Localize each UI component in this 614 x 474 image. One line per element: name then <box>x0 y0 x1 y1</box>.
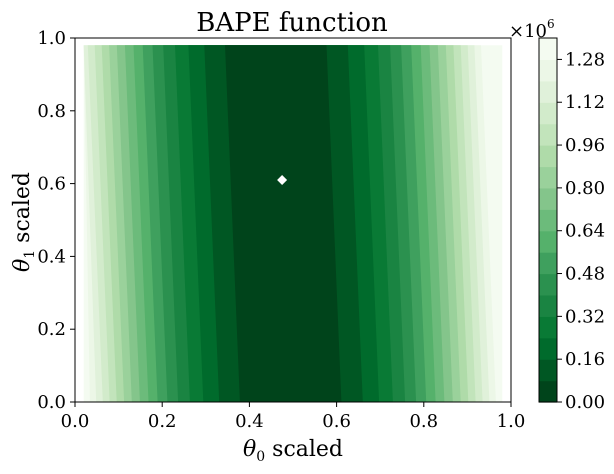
y-axis-label: θ1 scaled <box>10 172 38 272</box>
colorbar-segment <box>539 252 557 275</box>
colorbar-segment <box>539 359 557 382</box>
colorbar-tick-label: 1.12 <box>565 92 605 113</box>
y-axis: 0.0 0.2 0.4 0.6 0.8 1.0 <box>37 28 75 413</box>
x-tick-label: 0.4 <box>235 411 264 432</box>
colorbar-segment <box>539 123 557 146</box>
colorbar-segment <box>539 380 557 403</box>
y-tick-label: 0.8 <box>37 101 66 122</box>
x-label-text: scaled <box>265 437 343 462</box>
x-axis-label: θ0 scaled <box>243 437 343 465</box>
y-tick-label: 0.6 <box>37 174 66 195</box>
colorbar-segment <box>539 166 557 189</box>
y-tick-label: 0.4 <box>37 246 66 267</box>
colorbar-tick-label: 0.16 <box>565 349 605 370</box>
y-tick-label: 1.0 <box>37 28 66 49</box>
colorbar-segment <box>539 316 557 339</box>
colorbar-segment <box>539 337 557 360</box>
colorbar-tick-label: 0.00 <box>565 392 605 413</box>
colorbar-segment <box>539 59 557 82</box>
colorbar-tick-label: 0.48 <box>565 264 605 285</box>
colorbar-segment <box>539 187 557 210</box>
x-label-subscript: 0 <box>256 449 265 465</box>
colorbar-tick-label: 0.80 <box>565 178 605 199</box>
colorbar-segment <box>539 102 557 125</box>
colorbar-segment <box>539 80 557 103</box>
colorbar-tick-label: 1.28 <box>565 49 605 70</box>
y-label-text: scaled <box>10 172 35 250</box>
y-tick-label: 0.2 <box>37 319 66 340</box>
colorbar-segment <box>539 209 557 232</box>
x-label-symbol: θ <box>243 437 256 462</box>
colorbar-ticks: 0.00 0.16 0.32 0.48 0.64 0.80 0.96 1.12 1.28 <box>557 49 605 413</box>
colorbar-multiplier: ×106 <box>509 17 555 42</box>
plot-area <box>83 45 503 403</box>
colorbar-frame <box>538 37 558 403</box>
x-tick-label: 0.2 <box>148 411 177 432</box>
colorbar-segment <box>539 230 557 253</box>
contour-band <box>225 45 342 403</box>
x-tick-label: 0.8 <box>409 411 438 432</box>
chart-title: BAPE function <box>196 8 388 38</box>
x-tick-label: 1.0 <box>497 411 526 432</box>
y-tick-label: 0.0 <box>37 392 66 413</box>
x-axis: 0.0 0.2 0.4 0.6 0.8 1.0 <box>61 402 526 432</box>
y-label-symbol: θ <box>10 259 35 272</box>
colorbar-segment <box>539 38 557 61</box>
colorbar-segment <box>539 294 557 317</box>
optimum-marker <box>277 174 288 185</box>
colorbar-tick-label: 0.64 <box>565 221 605 242</box>
colorbar <box>539 38 557 403</box>
colorbar-tick-label: 0.96 <box>565 135 605 156</box>
plot-frame <box>74 37 512 403</box>
x-tick-label: 0.0 <box>61 411 90 432</box>
colorbar-multiplier-exponent: 6 <box>547 17 555 31</box>
colorbar-segment <box>539 273 557 296</box>
x-tick-label: 0.6 <box>322 411 351 432</box>
y-label-subscript: 1 <box>22 250 38 259</box>
colorbar-tick-label: 0.32 <box>565 306 605 327</box>
colorbar-segment <box>539 145 557 168</box>
colorbar-multiplier-base: ×10 <box>509 21 547 42</box>
